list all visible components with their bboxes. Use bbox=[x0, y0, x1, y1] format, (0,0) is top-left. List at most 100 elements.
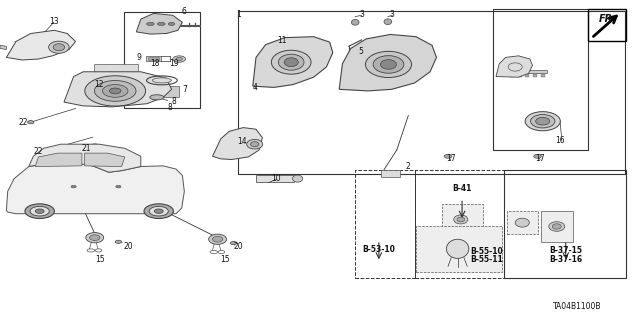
Ellipse shape bbox=[150, 95, 164, 100]
Bar bbox=[238, 11, 625, 174]
Polygon shape bbox=[136, 13, 182, 34]
Text: 12: 12 bbox=[95, 80, 104, 89]
Text: 4: 4 bbox=[253, 83, 258, 92]
Ellipse shape bbox=[515, 218, 529, 227]
Text: 14: 14 bbox=[237, 137, 247, 146]
Polygon shape bbox=[84, 153, 125, 167]
Text: 18: 18 bbox=[150, 59, 159, 68]
Text: 10: 10 bbox=[271, 174, 282, 183]
Text: B-55-10: B-55-10 bbox=[470, 247, 503, 256]
Polygon shape bbox=[339, 34, 436, 91]
Ellipse shape bbox=[149, 206, 168, 216]
Ellipse shape bbox=[147, 22, 154, 26]
Ellipse shape bbox=[102, 85, 128, 97]
Text: 20: 20 bbox=[234, 242, 244, 251]
Bar bbox=[355, 170, 415, 278]
Text: 21: 21 bbox=[82, 144, 91, 152]
Ellipse shape bbox=[247, 139, 263, 149]
Text: 11: 11 bbox=[277, 36, 286, 45]
Ellipse shape bbox=[53, 44, 65, 51]
Text: 22: 22 bbox=[19, 118, 28, 127]
Ellipse shape bbox=[534, 154, 541, 158]
Text: 16: 16 bbox=[555, 136, 565, 145]
Polygon shape bbox=[29, 144, 141, 172]
Ellipse shape bbox=[168, 22, 175, 26]
Ellipse shape bbox=[173, 56, 186, 62]
Ellipse shape bbox=[30, 206, 49, 216]
Ellipse shape bbox=[251, 142, 259, 147]
Ellipse shape bbox=[152, 78, 172, 83]
Polygon shape bbox=[212, 128, 262, 160]
Text: 3: 3 bbox=[359, 10, 364, 19]
Text: 9: 9 bbox=[136, 53, 141, 62]
Ellipse shape bbox=[525, 112, 561, 131]
Ellipse shape bbox=[373, 56, 404, 73]
Text: 3: 3 bbox=[390, 10, 395, 19]
Ellipse shape bbox=[90, 235, 100, 241]
Ellipse shape bbox=[536, 117, 550, 125]
Text: 8: 8 bbox=[172, 97, 176, 106]
Polygon shape bbox=[253, 37, 333, 87]
Text: 20: 20 bbox=[124, 242, 134, 251]
Bar bbox=[541, 211, 573, 242]
Bar bbox=[163, 86, 179, 97]
Text: 17: 17 bbox=[535, 154, 545, 163]
Text: 1: 1 bbox=[236, 10, 241, 19]
Bar bbox=[504, 170, 626, 278]
Ellipse shape bbox=[157, 22, 165, 26]
Ellipse shape bbox=[116, 185, 121, 188]
Polygon shape bbox=[6, 30, 76, 60]
Ellipse shape bbox=[384, 19, 392, 25]
Ellipse shape bbox=[278, 54, 304, 70]
Ellipse shape bbox=[28, 121, 34, 124]
Ellipse shape bbox=[230, 241, 237, 245]
Ellipse shape bbox=[284, 58, 298, 67]
Ellipse shape bbox=[45, 148, 51, 152]
Ellipse shape bbox=[457, 217, 465, 222]
Text: 8: 8 bbox=[168, 103, 173, 112]
Ellipse shape bbox=[86, 233, 104, 243]
Text: 19: 19 bbox=[169, 59, 179, 68]
Text: TA04B1100B: TA04B1100B bbox=[553, 302, 602, 311]
Polygon shape bbox=[0, 45, 6, 49]
Ellipse shape bbox=[35, 209, 44, 213]
Ellipse shape bbox=[144, 204, 173, 219]
Ellipse shape bbox=[365, 51, 412, 78]
Ellipse shape bbox=[531, 115, 555, 128]
Ellipse shape bbox=[212, 236, 223, 242]
Bar bbox=[533, 74, 537, 77]
Ellipse shape bbox=[380, 60, 397, 69]
Ellipse shape bbox=[176, 57, 182, 61]
Text: 2: 2 bbox=[405, 162, 410, 171]
Ellipse shape bbox=[548, 222, 564, 231]
Bar bbox=[94, 64, 138, 73]
Text: 15: 15 bbox=[220, 255, 230, 263]
Bar bbox=[493, 9, 588, 150]
Ellipse shape bbox=[444, 154, 452, 158]
Polygon shape bbox=[35, 153, 82, 167]
Bar bbox=[146, 56, 161, 61]
Polygon shape bbox=[64, 72, 172, 107]
Ellipse shape bbox=[71, 185, 76, 188]
Text: 17: 17 bbox=[445, 154, 456, 163]
Polygon shape bbox=[502, 70, 547, 73]
Text: 22: 22 bbox=[34, 147, 43, 156]
Text: 13: 13 bbox=[49, 17, 59, 26]
Ellipse shape bbox=[292, 175, 303, 182]
Bar bbox=[442, 204, 483, 234]
Bar bbox=[588, 9, 626, 41]
Ellipse shape bbox=[115, 240, 122, 243]
Text: 15: 15 bbox=[95, 255, 106, 263]
Text: B-55-11: B-55-11 bbox=[470, 256, 503, 264]
Ellipse shape bbox=[95, 81, 136, 101]
Bar bbox=[124, 12, 200, 108]
Text: B-37-16: B-37-16 bbox=[549, 256, 582, 264]
Ellipse shape bbox=[25, 204, 54, 219]
Bar bbox=[148, 57, 159, 60]
Bar bbox=[256, 175, 294, 182]
Polygon shape bbox=[496, 56, 532, 77]
Ellipse shape bbox=[454, 215, 468, 224]
Bar bbox=[541, 74, 545, 77]
Ellipse shape bbox=[84, 76, 146, 106]
Bar bbox=[507, 211, 538, 234]
